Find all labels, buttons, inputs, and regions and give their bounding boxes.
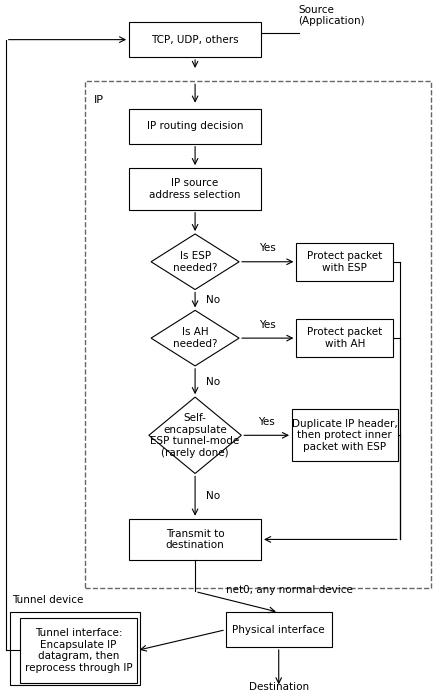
FancyBboxPatch shape <box>129 519 261 560</box>
Text: Destination: Destination <box>249 682 309 692</box>
Text: Yes: Yes <box>259 320 276 330</box>
Polygon shape <box>151 234 239 289</box>
Text: Tunnel device: Tunnel device <box>12 595 84 606</box>
FancyBboxPatch shape <box>296 319 393 357</box>
FancyBboxPatch shape <box>20 618 137 684</box>
Text: Protect packet
with ESP: Protect packet with ESP <box>307 251 382 273</box>
Polygon shape <box>149 397 241 473</box>
Text: TCP, UDP, others: TCP, UDP, others <box>151 35 239 45</box>
Text: Self-
encapsulate
ESP tunnel-mode
(rarely done): Self- encapsulate ESP tunnel-mode (rarel… <box>151 413 240 458</box>
Text: Physical interface: Physical interface <box>233 625 325 635</box>
FancyBboxPatch shape <box>226 612 331 647</box>
Text: No: No <box>206 295 220 305</box>
Text: Transmit to
destination: Transmit to destination <box>166 528 225 550</box>
Text: Protect packet
with AH: Protect packet with AH <box>307 328 382 349</box>
Text: No: No <box>206 376 220 387</box>
Text: Is ESP
needed?: Is ESP needed? <box>173 251 218 273</box>
Text: Yes: Yes <box>259 243 276 254</box>
Polygon shape <box>151 310 239 366</box>
FancyBboxPatch shape <box>129 22 261 57</box>
Text: No: No <box>206 491 220 501</box>
FancyBboxPatch shape <box>292 409 397 461</box>
Text: net0, any normal device: net0, any normal device <box>226 585 353 595</box>
Text: Tunnel interface:
Encapsulate IP
datagram, then
reprocess through IP: Tunnel interface: Encapsulate IP datagra… <box>25 628 132 673</box>
Text: IP routing decision: IP routing decision <box>147 121 243 132</box>
Text: Yes: Yes <box>258 417 275 427</box>
Text: Source
(Application): Source (Application) <box>299 5 365 26</box>
Text: IP source
address selection: IP source address selection <box>149 178 241 199</box>
Text: Is AH
needed?: Is AH needed? <box>173 328 218 349</box>
Text: IP: IP <box>94 95 104 105</box>
FancyBboxPatch shape <box>129 168 261 210</box>
FancyBboxPatch shape <box>296 243 393 281</box>
Text: Duplicate IP header,
then protect inner
packet with ESP: Duplicate IP header, then protect inner … <box>292 419 398 452</box>
FancyBboxPatch shape <box>129 109 261 144</box>
